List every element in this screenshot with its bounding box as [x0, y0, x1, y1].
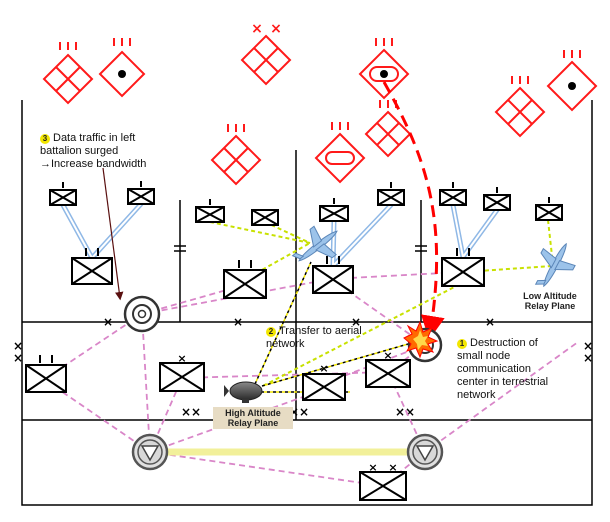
- step-1-badge: 1: [457, 339, 467, 349]
- svg-text:×: ×: [405, 405, 415, 419]
- svg-text:×: ×: [299, 405, 309, 419]
- friendly-unit-a2: [127, 181, 155, 205]
- friendly-unit-b2: [251, 209, 279, 226]
- svg-text:×: ×: [177, 352, 186, 365]
- svg-text:×: ×: [388, 461, 397, 474]
- svg-text:×: ×: [368, 461, 377, 474]
- friendly-unit-d4: [441, 248, 485, 287]
- annotation-destruction-line4: center in terrestrial: [457, 376, 549, 388]
- svg-text:×: ×: [383, 349, 392, 362]
- friendly-unit-e2: [159, 362, 205, 392]
- unit-boundary-x-marks: × × × × ×× ×× × × × × × ×: [13, 315, 593, 419]
- relay-node-left: [131, 433, 169, 471]
- high-altitude-relay-label-line2: Relay Plane: [227, 418, 279, 428]
- svg-text:×: ×: [181, 405, 191, 419]
- friendly-unit-c3: [312, 256, 354, 294]
- friendly-unit-a1: [49, 182, 77, 206]
- friendly-unit-e4: [365, 359, 411, 388]
- annotation-transfer-line2: network: [266, 338, 305, 350]
- friendly-unit-b3: [223, 260, 267, 299]
- relay-plane-left-icon: [291, 225, 338, 262]
- svg-text:×: ×: [485, 315, 495, 329]
- explosion-icon: [403, 320, 439, 359]
- svg-text:×: ×: [233, 315, 243, 329]
- svg-text:×: ×: [270, 21, 282, 37]
- friendly-echelon-x-marks: ××× × ×: [177, 349, 397, 474]
- friendly-unit-b1: [195, 199, 225, 223]
- enemy-unit-1: [42, 42, 94, 105]
- svg-text:×: ×: [191, 405, 201, 419]
- step-2-badge: 2: [266, 327, 276, 337]
- annotation-data-traffic-line2: battalion surged: [40, 145, 119, 157]
- radio-links: [60, 201, 500, 269]
- relay-plane-right-icon: [534, 242, 576, 288]
- friendly-unit-d2: [483, 187, 511, 211]
- enemy-unit-8: [494, 76, 546, 138]
- annotation-data-traffic: 3 Data traffic in left battalion surged →…: [40, 132, 190, 171]
- low-altitude-relay-label: Low Altitude Relay Plane: [515, 291, 585, 311]
- svg-text:×: ×: [395, 405, 405, 419]
- enemy-unit-6: [358, 38, 410, 100]
- friendly-unit-c1: [319, 198, 349, 222]
- annotation-transfer: 2 Transfer to aerial network: [266, 325, 406, 351]
- enemy-unit-5: [314, 122, 366, 184]
- annotation-data-traffic-line3: →Increase bandwidth: [40, 158, 147, 170]
- annotation-destruction-line2: small node: [457, 350, 511, 362]
- enemy-units: [42, 34, 598, 186]
- high-altitude-relay-label: High Altitude Relay Plane: [213, 407, 293, 429]
- svg-text:×: ×: [583, 351, 593, 365]
- friendly-unit-d1: [439, 182, 467, 206]
- enemy-unit-3: [240, 34, 292, 86]
- aerial-links: [209, 219, 553, 390]
- high-altitude-relay-label-line1: High Altitude: [225, 408, 281, 418]
- boundary-markers: [174, 245, 427, 252]
- annotation-destruction: 1 Destruction of small node communication…: [457, 337, 587, 402]
- friendly-unit-d3: [535, 197, 563, 221]
- friendly-unit-e1: [25, 355, 67, 393]
- annotation-destruction-line5: network: [457, 389, 496, 401]
- friendly-unit-a3: [71, 248, 113, 285]
- low-altitude-relay-label-line1: Low Altitude: [523, 291, 577, 301]
- svg-text:×: ×: [351, 315, 361, 329]
- relay-node-right: [406, 433, 444, 471]
- svg-text:×: ×: [13, 339, 23, 353]
- enemy-unit-2: [98, 38, 146, 98]
- friendly-unit-f1: [359, 471, 407, 501]
- enemy-hq-x-marks: × ×: [251, 21, 282, 37]
- annotation-transfer-line1: Transfer to aerial: [279, 325, 362, 337]
- svg-text:×: ×: [583, 339, 593, 353]
- sector-boundaries: [21, 100, 593, 506]
- enemy-unit-7: [364, 100, 412, 158]
- svg-text:×: ×: [251, 21, 263, 37]
- friendly-unit-c2: [377, 182, 405, 206]
- svg-text:×: ×: [319, 362, 328, 375]
- enemy-unit-4: [210, 124, 262, 186]
- svg-text:×: ×: [103, 315, 113, 329]
- svg-text:×: ×: [13, 351, 23, 365]
- attack-arrow: [382, 81, 445, 340]
- annotation-destruction-line3: communication: [457, 363, 531, 375]
- radio-links-inner: [62, 203, 498, 267]
- friendly-units: [25, 181, 563, 501]
- annotation-data-traffic-line1: Data traffic in left: [53, 132, 136, 144]
- enemy-unit-9: [546, 50, 598, 112]
- comm-node-left: [123, 295, 161, 333]
- annotation-destruction-line1: Destruction of: [470, 337, 538, 349]
- airship-icon: [224, 381, 263, 403]
- svg-text:×: ×: [289, 405, 299, 419]
- low-altitude-relay-label-line2: Relay Plane: [524, 301, 576, 311]
- traffic-arrow: [102, 167, 124, 301]
- friendly-unit-e3: [302, 373, 346, 401]
- step-3-badge: 3: [40, 134, 50, 144]
